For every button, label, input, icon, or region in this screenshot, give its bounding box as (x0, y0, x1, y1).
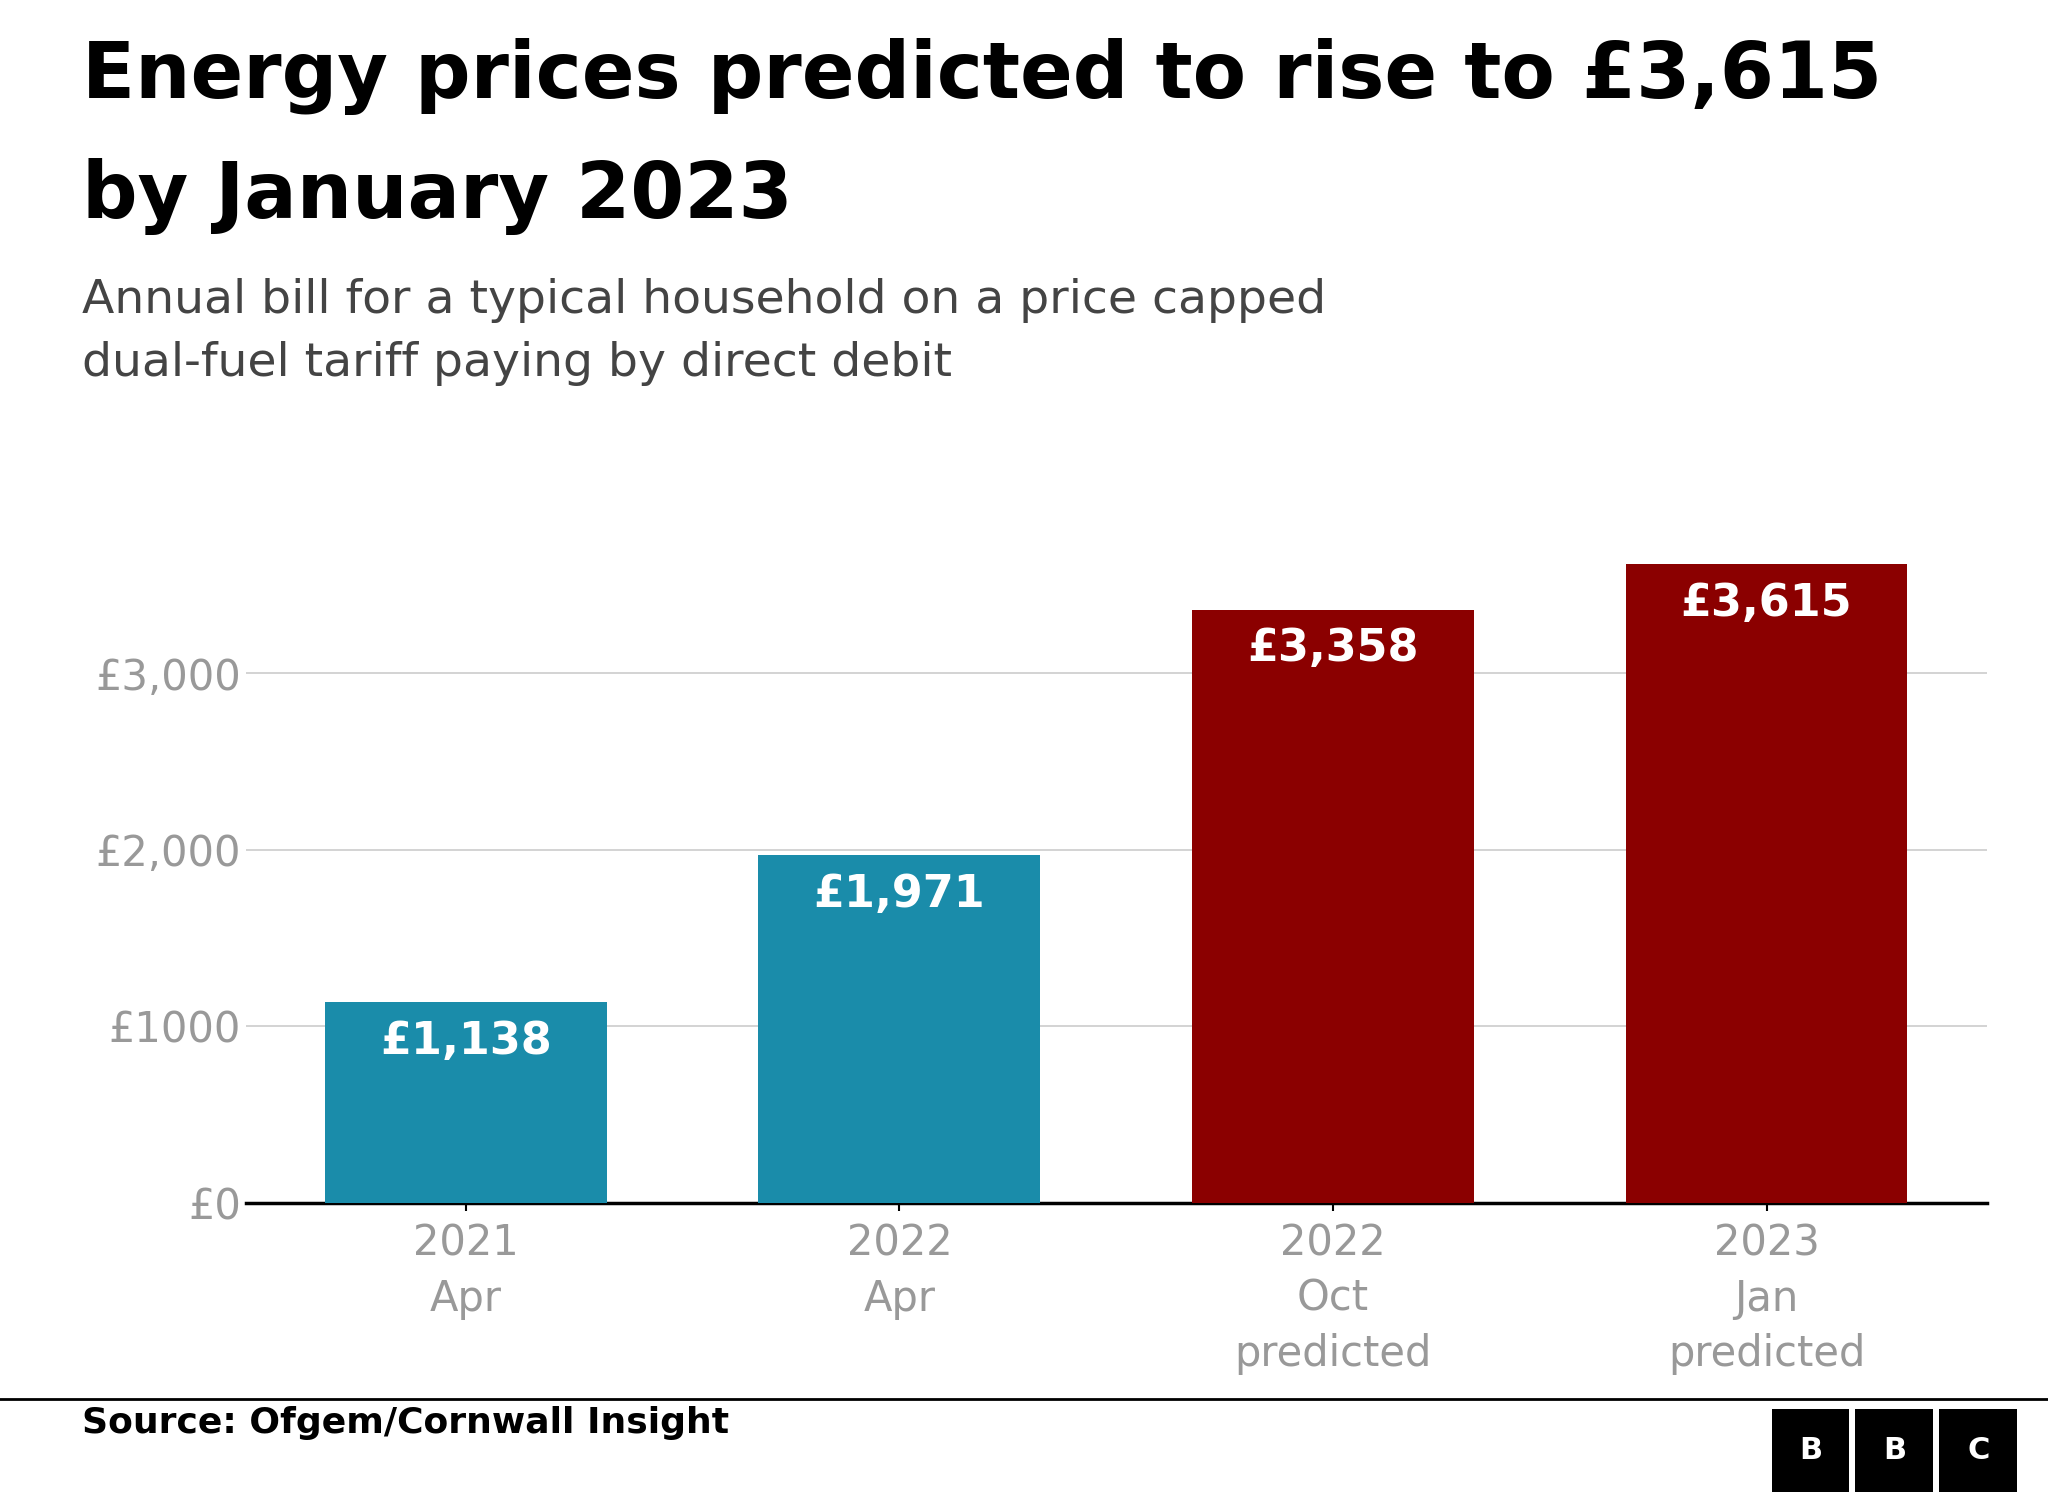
Bar (326, 1002, 606, 1203)
Text: Source: Ofgem/Cornwall Insight: Source: Ofgem/Cornwall Insight (82, 1406, 729, 1441)
Text: £1,971: £1,971 (813, 872, 985, 916)
Text: £1,138: £1,138 (381, 1020, 551, 1063)
Text: C: C (1968, 1436, 1989, 1465)
Text: by January 2023: by January 2023 (82, 158, 793, 235)
Text: B: B (1882, 1436, 1907, 1465)
Text: £3,615: £3,615 (1681, 582, 1851, 626)
Bar (1192, 609, 1475, 1203)
Bar (758, 854, 1040, 1203)
Text: Energy prices predicted to rise to £3,615: Energy prices predicted to rise to £3,61… (82, 38, 1882, 114)
Text: £3,358: £3,358 (1247, 627, 1419, 671)
Bar (1626, 564, 1907, 1203)
Text: B: B (1798, 1436, 1823, 1465)
Text: Annual bill for a typical household on a price capped
dual-fuel tariff paying by: Annual bill for a typical household on a… (82, 278, 1325, 385)
